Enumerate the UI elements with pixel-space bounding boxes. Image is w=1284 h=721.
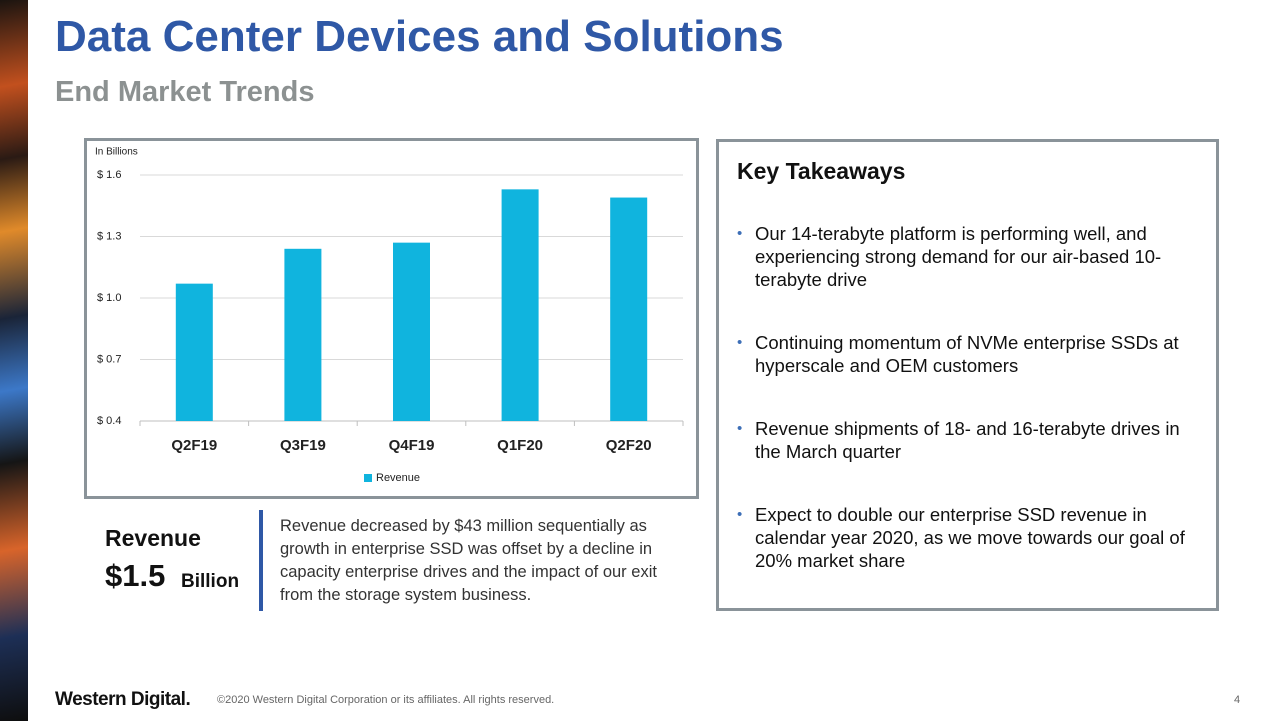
x-tick-label: Q1F20: [497, 437, 543, 454]
legend-label: Revenue: [376, 472, 420, 484]
takeaway-item: Revenue shipments of 18- and 16-terabyte…: [737, 417, 1197, 463]
y-tick-label: $ 1.6: [97, 169, 121, 181]
x-tick-label: Q3F19: [280, 437, 326, 454]
y-tick-label: $ 0.7: [97, 353, 121, 365]
revenue-label: Revenue: [105, 525, 201, 551]
takeaways-list: Our 14-terabyte platform is performing w…: [737, 222, 1197, 612]
page-number: 4: [1234, 694, 1241, 706]
revenue-unit: Billion: [181, 571, 240, 592]
bar: [501, 189, 539, 421]
x-tick-label: Q2F20: [606, 437, 652, 454]
slide-subtitle: End Market Trends: [55, 76, 315, 108]
x-tick-label: Q2F19: [171, 437, 217, 454]
copyright: ©2020 Western Digital Corporation or its…: [217, 694, 555, 706]
y-tick-label: $ 1.3: [97, 230, 121, 242]
bar: [284, 248, 322, 421]
legend-swatch: [364, 474, 372, 482]
divider: [259, 510, 263, 611]
takeaways-frame: [716, 139, 1219, 611]
bar: [175, 283, 213, 421]
bar: [393, 242, 430, 421]
y-tick-label: $ 1.0: [97, 292, 121, 304]
decorative-strip: [0, 0, 28, 721]
chart-frame: [84, 138, 699, 499]
takeaway-item: Our 14-terabyte platform is performing w…: [737, 222, 1197, 291]
takeaways-title: Key Takeaways: [737, 158, 906, 184]
logo: Western Digital.: [55, 689, 191, 710]
takeaway-item: Continuing momentum of NVMe enterprise S…: [737, 331, 1197, 377]
y-tick-label: $ 0.4: [97, 415, 121, 427]
takeaway-item: Expect to double our enterprise SSD reve…: [737, 503, 1197, 572]
y-axis-label: In Billions: [95, 147, 138, 158]
x-tick-label: Q4F19: [389, 437, 435, 454]
revenue-description: Revenue decreased by $43 million sequent…: [280, 517, 657, 604]
bar: [610, 197, 648, 421]
slide-title: Data Center Devices and Solutions: [55, 12, 784, 61]
revenue-amount: $1.5: [105, 558, 166, 593]
